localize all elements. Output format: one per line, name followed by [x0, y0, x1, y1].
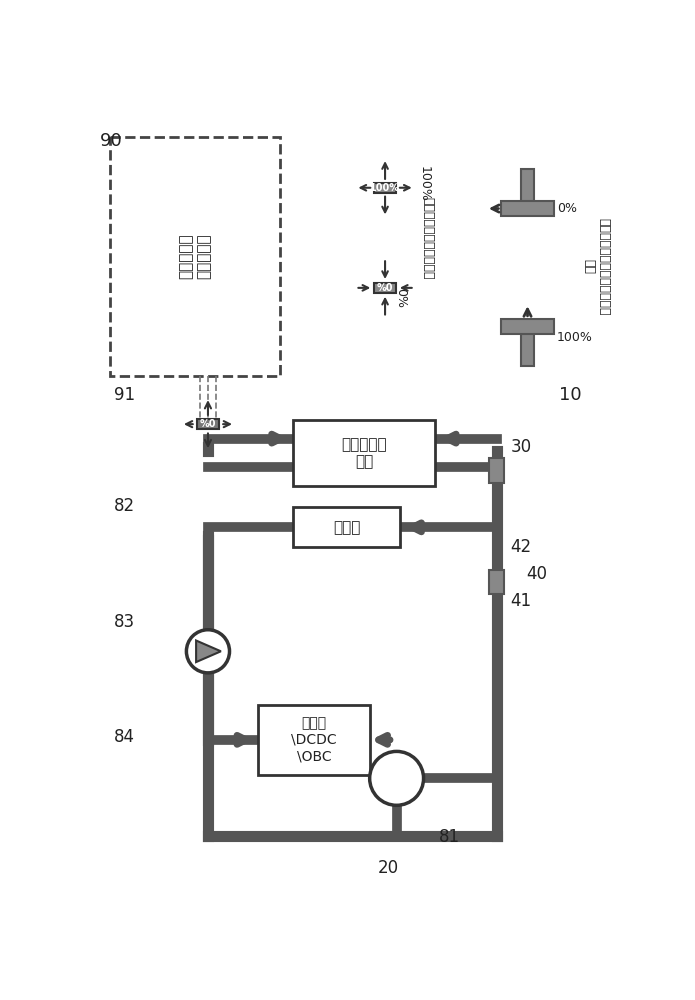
Text: 91: 91: [114, 386, 135, 404]
Bar: [197, 419, 219, 429]
Bar: [501, 319, 554, 334]
Text: %0: %0: [377, 283, 393, 293]
Bar: [374, 183, 396, 193]
Polygon shape: [196, 641, 221, 662]
Text: %0: %0: [199, 419, 216, 429]
Circle shape: [186, 630, 229, 673]
Text: 第一三通阀及第二三通阀开度
定义: 第一三通阀及第二三通阀开度 定义: [583, 218, 611, 315]
Circle shape: [370, 751, 423, 805]
Text: 蓄电池保温
管路: 蓄电池保温 管路: [341, 437, 386, 469]
Bar: [521, 169, 534, 209]
Text: 41: 41: [511, 592, 532, 610]
Text: 40: 40: [526, 565, 547, 583]
Text: 逆变器
\DCDC
\OBC: 逆变器 \DCDC \OBC: [291, 717, 336, 763]
Text: 42: 42: [511, 538, 532, 556]
Text: 0%: 0%: [394, 288, 407, 308]
Bar: [293, 507, 400, 547]
Text: 84: 84: [114, 728, 135, 746]
Text: 100%: 100%: [370, 183, 400, 193]
Bar: [374, 283, 396, 293]
Text: 0%: 0%: [557, 202, 577, 215]
Text: 30: 30: [511, 438, 532, 456]
Text: 20: 20: [377, 859, 398, 877]
Text: 90: 90: [100, 132, 123, 150]
Text: 加热器: 加热器: [333, 520, 360, 535]
Bar: [111, 137, 279, 376]
Text: 动力电池包
热管理回路: 动力电池包 热管理回路: [179, 233, 211, 279]
Bar: [521, 326, 534, 366]
Bar: [293, 420, 435, 486]
Text: 82: 82: [114, 497, 135, 515]
Bar: [501, 201, 554, 216]
Text: 83: 83: [114, 613, 135, 631]
Bar: [489, 458, 505, 483]
Bar: [258, 705, 370, 775]
Text: 81: 81: [439, 828, 460, 846]
Text: 100%: 100%: [557, 331, 593, 344]
Text: 第二流量控制阀开度定义: 第二流量控制阀开度定义: [421, 197, 434, 279]
Text: 100%: 100%: [418, 166, 430, 202]
Bar: [489, 570, 505, 594]
Text: 10: 10: [559, 386, 581, 404]
